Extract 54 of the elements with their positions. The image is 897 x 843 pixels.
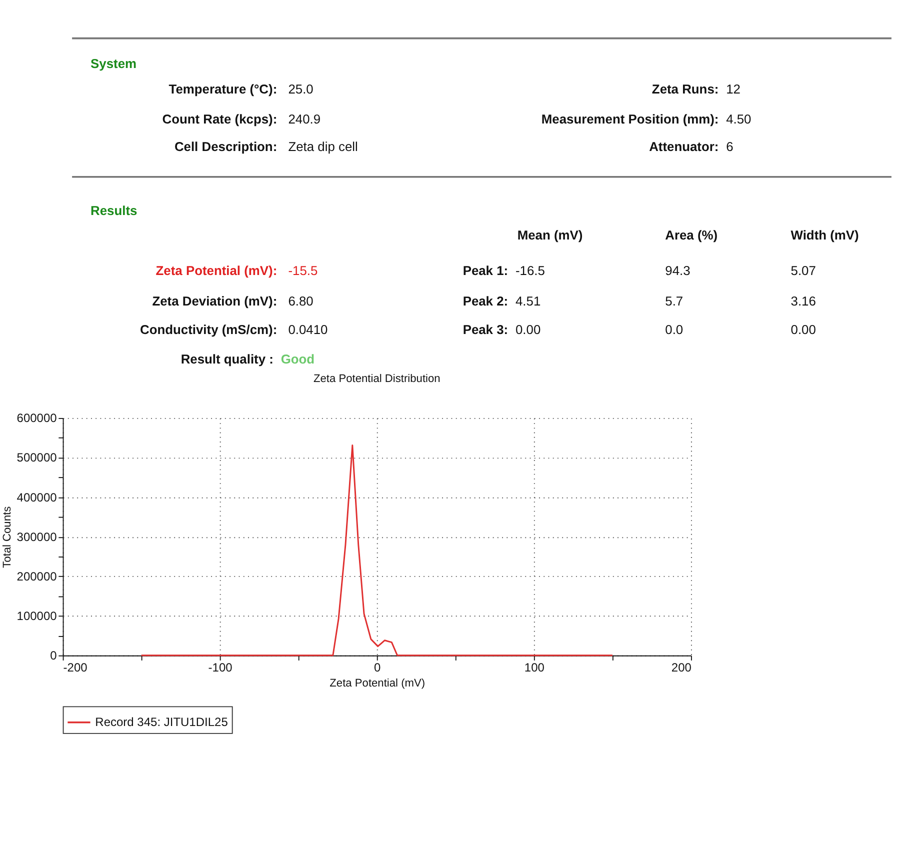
text: 12 [726,82,740,97]
text: 4.50 [726,111,752,126]
text: 94.3 [665,262,690,278]
y-axis-title: Total Counts [1,506,14,568]
text: -15.5 [288,262,318,278]
text: Measurement Position (mm): [541,111,719,126]
text: 5.7 [665,293,684,308]
y-tick-label: 200000 [16,569,58,584]
x-axis-title: Zeta Potential (mV) [330,677,426,690]
text: Good [280,351,315,366]
chart-title: Zeta Potential Distribution [313,372,440,385]
text: Peak 3: [462,322,508,337]
y-tick-label: 600000 [16,411,58,426]
text: 3.16 [790,293,816,308]
text: Cell Description: [174,139,278,154]
text: Peak 1: [462,262,508,278]
text: Zeta Deviation (mV): [152,293,278,308]
x-tick-label: 100 [524,660,545,675]
text: 0.00 [790,322,816,337]
text: Zeta dip cell [288,139,358,154]
text: Results [90,202,138,218]
y-tick-label: 100000 [16,608,58,623]
text: System [90,56,137,71]
text: 0.00 [515,322,541,337]
y-tick-label: 0 [50,648,58,663]
text: Count Rate (kcps): [162,111,278,126]
text: Temperature (°C): [168,82,278,97]
text: 6.80 [288,293,314,308]
text: Mean (mV) [517,228,583,243]
text: 4.51 [515,293,541,308]
text: Area (%) [665,228,718,243]
x-tick-label: 0 [374,660,382,675]
text: Zeta Potential (mV): [156,262,278,278]
text: Zeta Runs: [652,82,719,97]
text: Peak 2: [462,293,508,308]
y-tick-label: 400000 [16,490,58,504]
y-tick-label: 300000 [16,530,58,544]
text: Width (mV) [790,228,859,243]
x-tick-label: -100 [208,660,233,675]
text: Attenuator: [649,139,719,154]
text: 0.0 [665,322,684,337]
text: 25.0 [288,82,314,97]
text: Result quality : [180,351,274,366]
x-tick-label: 200 [671,660,692,675]
text: 5.07 [790,262,816,278]
text: -16.5 [515,262,545,278]
legend-label: Record 345: JITU1DIL25 [95,715,228,730]
text: 240.9 [288,111,321,126]
x-tick-label: -200 [63,660,88,675]
line-series [140,444,614,656]
text: 6 [726,139,734,154]
y-tick-label: 500000 [16,450,58,465]
text: Conductivity (mS/cm): [140,322,278,337]
text: 0.0410 [288,322,328,337]
